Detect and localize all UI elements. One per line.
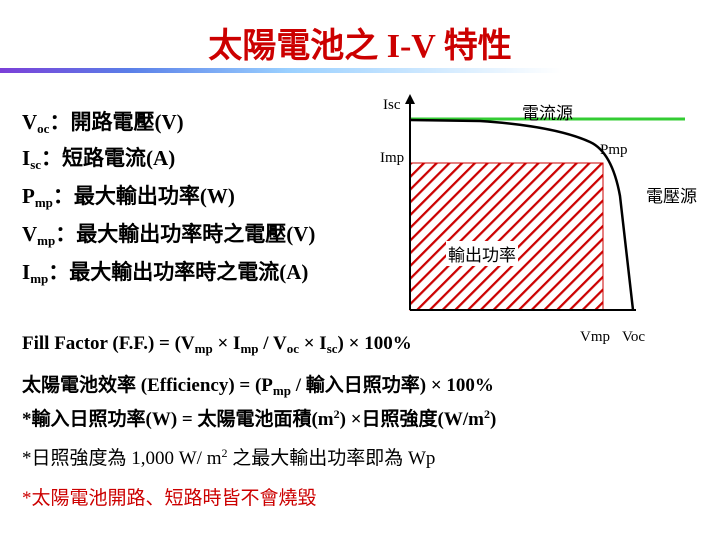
vmp-axis-label: Vmp [580, 329, 610, 345]
input-power-formula: *輸入日照功率(W) = 太陽電池面積(m2) ×日照強度(W/m2) [22, 407, 497, 430]
efficiency-formula: 太陽電池效率 (Efficiency) = (Pmp / 輸入日照功率) × 1… [22, 375, 494, 398]
wp-definition: *日照強度為 1,000 W/ m2 之最大輸出功率即為 Wp [22, 446, 436, 469]
pmp-point-label: Pmp [600, 142, 628, 158]
title-divider [0, 68, 720, 73]
definition-vmp: Vmp：最大輸出功率時之電壓(V) [22, 222, 316, 248]
page-title: 太陽電池之 I-V 特性 [208, 28, 512, 65]
output-power-label: 輸出功率 [446, 241, 518, 266]
voltage-source-label: 電壓源 [646, 187, 697, 206]
output-power-region [409, 162, 604, 311]
y-axis-arrow [405, 94, 415, 104]
definition-imp: Imp：最大輸出功率時之電流(A) [22, 260, 309, 286]
voc-axis-label: Voc [622, 329, 646, 345]
definition-voc: Voc：開路電壓(V) [22, 110, 184, 136]
imp-axis-label: Imp [380, 150, 405, 166]
iv-curve [409, 118, 635, 311]
current-source-label: 電流源 [522, 104, 573, 123]
definition-isc: Isc：短路電流(A) [22, 146, 176, 172]
safety-note: *太陽電池開路、短路時皆不會燒毀 [22, 488, 317, 509]
definition-pmp: Pmp：最大輸出功率(W) [22, 184, 235, 210]
fill-factor-formula: Fill Factor (F.F.) = (Vmp × Imp / Voc × … [22, 333, 412, 356]
isc-axis-label: Isc [383, 97, 401, 113]
